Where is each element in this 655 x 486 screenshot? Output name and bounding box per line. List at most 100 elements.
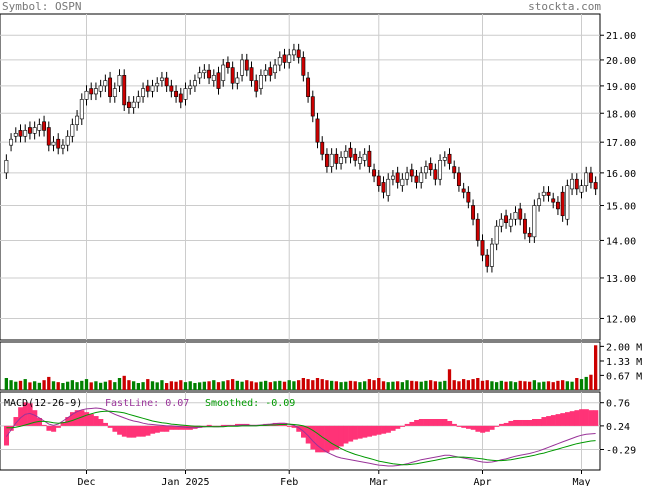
volume-tick-label: 0.67 M <box>606 371 642 382</box>
candle-body <box>268 67 273 76</box>
candle-body <box>390 175 395 180</box>
macd-histogram-bar <box>593 410 599 426</box>
candle-body <box>334 153 339 164</box>
candle-body <box>178 93 183 103</box>
volume-bar <box>80 380 84 390</box>
macd-histogram-bar <box>225 424 231 426</box>
macd-histogram-bar <box>480 425 486 433</box>
macd-histogram-bar <box>88 414 94 426</box>
volume-bar <box>273 381 277 390</box>
price-tick-label: 16.00 <box>606 169 636 180</box>
macd-histogram-bar <box>527 419 533 426</box>
macd-frame <box>0 391 601 471</box>
macd-histogram-bar <box>343 425 349 444</box>
price-frame <box>0 13 601 341</box>
candle-body <box>273 64 278 74</box>
volume-bar <box>18 380 23 390</box>
volume-bar <box>141 382 145 390</box>
macd-histogram-bar <box>126 425 132 438</box>
volume-bar <box>334 381 339 390</box>
volume-bar <box>367 379 372 390</box>
candle-body <box>367 150 372 167</box>
macd-histogram-bar <box>272 422 278 426</box>
candle-body <box>282 54 287 63</box>
volume-bar <box>443 380 447 390</box>
volume-bar <box>372 380 376 390</box>
macd-histogram-bar <box>362 425 368 438</box>
macd-histogram-bar <box>305 425 311 444</box>
candle-body <box>527 232 532 238</box>
volume-bar <box>179 380 183 390</box>
candle-body <box>93 88 98 95</box>
volume-bar <box>527 381 532 390</box>
volume-bar <box>249 381 254 390</box>
macd-histogram-bar <box>409 421 415 426</box>
macd-smooth-line <box>6 410 596 466</box>
macd-histogram-bar <box>395 425 401 429</box>
candle-body <box>192 80 197 87</box>
volume-bar <box>103 381 108 390</box>
macd-histogram-bar <box>32 410 38 426</box>
candle-body <box>51 141 56 146</box>
candle-body <box>117 75 122 87</box>
macd-histogram-bar <box>499 423 505 426</box>
volume-bar <box>428 380 433 390</box>
macd-histogram-bar <box>503 422 509 426</box>
candle-body <box>570 178 575 190</box>
macd-histogram-bar <box>532 419 538 426</box>
macd-smooth-label: Smoothed: -0.09 <box>205 398 295 409</box>
candle-body <box>409 169 414 177</box>
price-tick-label: 18.00 <box>606 109 636 120</box>
volume-bar <box>466 380 471 390</box>
macd-histogram-bar <box>461 425 467 428</box>
volume-bar <box>452 380 456 390</box>
volume-bar <box>51 381 56 390</box>
candle-body <box>84 90 89 100</box>
candle-body <box>155 82 160 87</box>
volume-tick-label: 2.00 M <box>606 342 642 353</box>
price-tick-label: 17.00 <box>606 138 636 149</box>
volume-bar <box>362 381 367 390</box>
volume-bar <box>245 380 249 390</box>
candle-body <box>489 243 494 267</box>
candle-body <box>466 191 471 203</box>
volume-bar <box>537 382 541 390</box>
macd-histogram-bar <box>451 423 457 426</box>
candle-body <box>79 99 84 120</box>
time-tick-label: Apr <box>473 477 491 486</box>
volume-bar <box>164 383 169 390</box>
candle-body <box>386 178 391 196</box>
candle-body <box>560 191 565 217</box>
volume-bar <box>193 383 197 390</box>
volume-bar <box>146 379 150 390</box>
candle-body <box>108 77 113 97</box>
volume-axis: 2.00 M 1.33 M 0.67 M <box>600 342 642 382</box>
time-tick-label: Dec <box>77 477 95 486</box>
volume-bar <box>325 380 329 390</box>
volume-bar <box>523 381 527 390</box>
candle-body <box>235 77 240 84</box>
macd-histogram-bar <box>178 425 184 430</box>
volume-bar <box>84 379 89 390</box>
macd-histogram-bar <box>84 412 90 426</box>
volume-bar <box>226 380 230 390</box>
candle-body <box>112 88 117 97</box>
candle-body <box>23 130 28 137</box>
candle-body <box>254 80 259 92</box>
volume-bar <box>9 380 13 390</box>
volume-bar <box>61 383 65 390</box>
candle-body <box>522 218 527 234</box>
volume-bar <box>221 381 225 390</box>
candle-body <box>126 101 131 108</box>
candle-body <box>447 153 452 164</box>
volume-bar <box>457 381 461 390</box>
macd-histogram-bar <box>159 425 165 432</box>
volume-bar <box>320 379 324 390</box>
macd-histogram-bar <box>55 425 61 428</box>
macd-histogram-bar <box>150 425 156 434</box>
macd-histogram-bar <box>183 425 189 430</box>
macd-histogram-bar <box>51 425 57 432</box>
macd-histogram-bar <box>367 425 373 437</box>
time-tick-label: Mar <box>370 477 388 486</box>
volume-bar <box>471 379 475 390</box>
